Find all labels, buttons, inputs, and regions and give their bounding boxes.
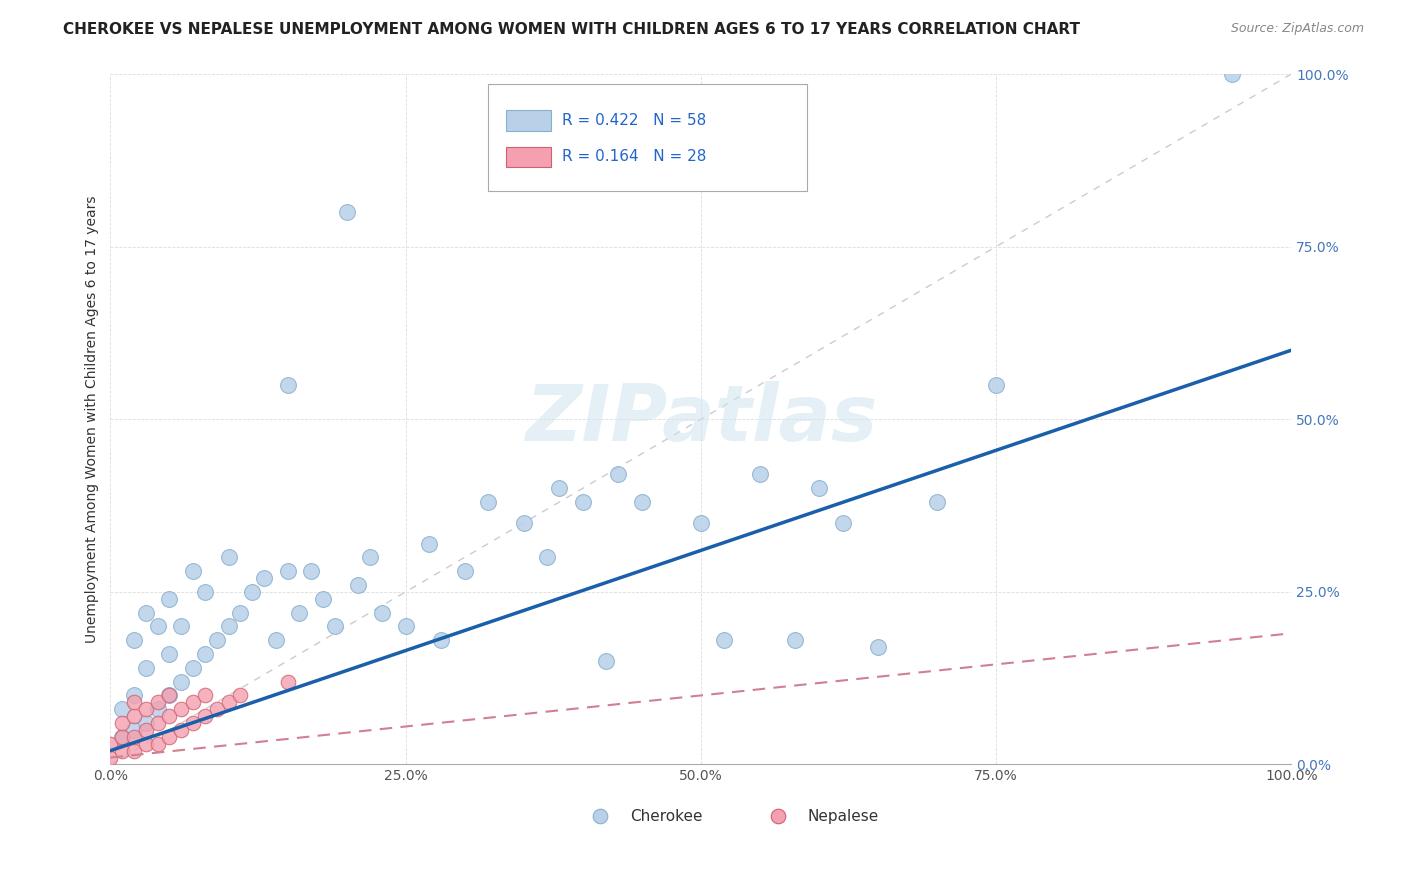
Point — [512, 516, 534, 530]
Point — [194, 689, 217, 703]
Point — [807, 481, 830, 495]
Point — [181, 716, 204, 731]
Point — [359, 550, 381, 565]
Point — [170, 674, 193, 689]
Point — [170, 723, 193, 737]
Point — [831, 516, 853, 530]
Point — [135, 606, 157, 620]
Point — [748, 467, 770, 482]
FancyBboxPatch shape — [506, 110, 551, 130]
Point — [205, 702, 228, 716]
Point — [371, 606, 394, 620]
Point — [111, 744, 134, 758]
Point — [100, 737, 122, 751]
Point — [111, 730, 134, 744]
Point — [146, 619, 169, 633]
Point — [194, 709, 217, 723]
Point — [595, 654, 617, 668]
Point — [347, 578, 370, 592]
Point — [288, 606, 311, 620]
Point — [277, 377, 299, 392]
Point — [159, 730, 181, 744]
Point — [146, 702, 169, 716]
Point — [122, 689, 145, 703]
Text: ZIPatlas: ZIPatlas — [524, 381, 877, 458]
Point — [229, 606, 252, 620]
Point — [454, 564, 477, 578]
Point — [395, 619, 418, 633]
Point — [181, 564, 204, 578]
Point — [205, 633, 228, 648]
Point — [277, 674, 299, 689]
Point — [159, 709, 181, 723]
Point — [111, 702, 134, 716]
Point — [785, 633, 807, 648]
Point — [159, 689, 181, 703]
Point — [336, 205, 359, 219]
Point — [713, 633, 735, 648]
Point — [194, 585, 217, 599]
Point — [229, 689, 252, 703]
Point — [430, 633, 453, 648]
Point — [418, 536, 440, 550]
Point — [122, 744, 145, 758]
Point — [630, 495, 652, 509]
Point — [218, 550, 240, 565]
Point — [159, 689, 181, 703]
Point — [122, 723, 145, 737]
Point — [170, 702, 193, 716]
Point — [122, 695, 145, 709]
Point — [571, 495, 593, 509]
Point — [312, 591, 335, 606]
FancyBboxPatch shape — [506, 146, 551, 167]
Point — [264, 633, 287, 648]
FancyBboxPatch shape — [488, 85, 807, 192]
Point — [299, 564, 322, 578]
Point — [323, 619, 346, 633]
Point — [240, 585, 263, 599]
Point — [218, 695, 240, 709]
Point — [194, 647, 217, 661]
Point — [766, 809, 789, 823]
Point — [181, 695, 204, 709]
Point — [181, 661, 204, 675]
Point — [607, 467, 630, 482]
Point — [866, 640, 889, 654]
Point — [122, 709, 145, 723]
Point — [135, 716, 157, 731]
Point — [135, 702, 157, 716]
Point — [111, 730, 134, 744]
Point — [135, 723, 157, 737]
Point — [689, 516, 711, 530]
Point — [100, 750, 122, 764]
Point — [548, 481, 571, 495]
Point — [277, 564, 299, 578]
Text: CHEROKEE VS NEPALESE UNEMPLOYMENT AMONG WOMEN WITH CHILDREN AGES 6 TO 17 YEARS C: CHEROKEE VS NEPALESE UNEMPLOYMENT AMONG … — [63, 22, 1080, 37]
Point — [1220, 67, 1243, 81]
Point — [253, 571, 276, 585]
Point — [146, 716, 169, 731]
Point — [159, 591, 181, 606]
Point — [984, 377, 1007, 392]
Point — [477, 495, 499, 509]
Point — [135, 737, 157, 751]
Point — [146, 737, 169, 751]
Text: Source: ZipAtlas.com: Source: ZipAtlas.com — [1230, 22, 1364, 36]
Point — [111, 716, 134, 731]
Text: Cherokee: Cherokee — [630, 809, 703, 823]
Point — [925, 495, 948, 509]
Text: Nepalese: Nepalese — [807, 809, 879, 823]
Point — [589, 809, 612, 823]
Point — [135, 661, 157, 675]
Point — [536, 550, 558, 565]
Y-axis label: Unemployment Among Women with Children Ages 6 to 17 years: Unemployment Among Women with Children A… — [86, 195, 100, 643]
Point — [146, 695, 169, 709]
Point — [218, 619, 240, 633]
Point — [170, 619, 193, 633]
Text: R = 0.164   N = 28: R = 0.164 N = 28 — [561, 149, 706, 164]
Point — [122, 633, 145, 648]
Point — [159, 647, 181, 661]
Point — [122, 730, 145, 744]
Text: R = 0.422   N = 58: R = 0.422 N = 58 — [561, 112, 706, 128]
